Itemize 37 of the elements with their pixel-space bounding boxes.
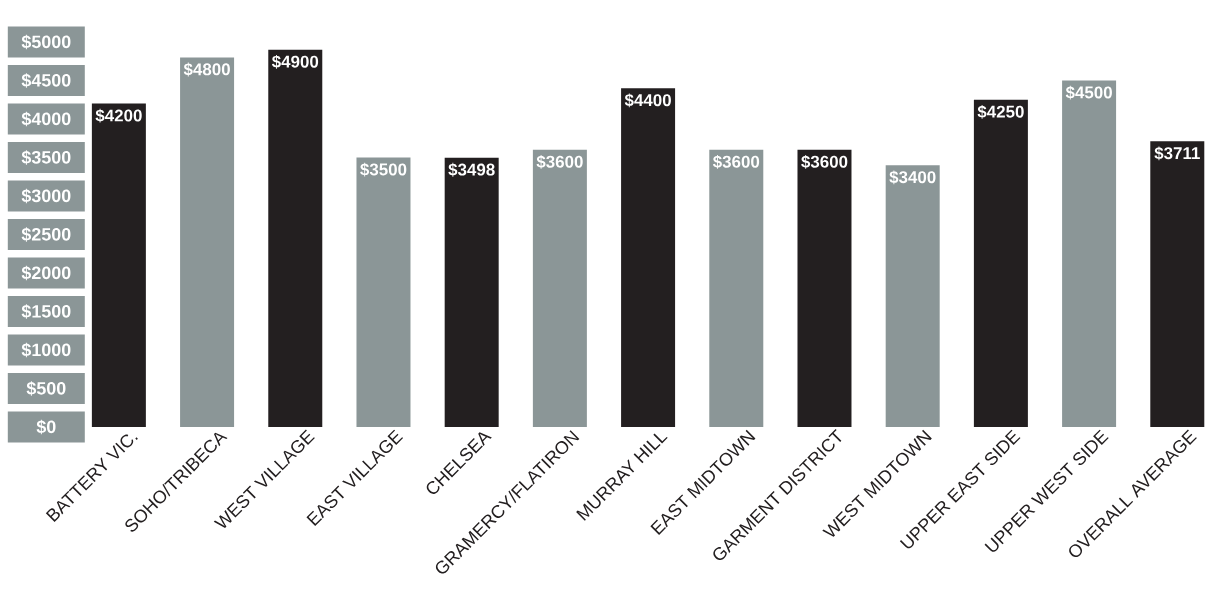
data-label: $3711 bbox=[1154, 146, 1200, 161]
y-tick-label: $1500 bbox=[21, 304, 71, 319]
bar bbox=[91, 103, 146, 427]
data-label: $3400 bbox=[889, 170, 936, 185]
bar bbox=[973, 99, 1028, 427]
y-tick-label: $0 bbox=[36, 419, 56, 435]
data-label: $4800 bbox=[183, 62, 230, 77]
y-tick-label: $500 bbox=[26, 381, 66, 396]
y-tick-label: $5000 bbox=[21, 34, 71, 50]
bar bbox=[797, 149, 852, 427]
data-label: $3600 bbox=[801, 154, 848, 169]
y-tick-label: $2000 bbox=[21, 265, 71, 281]
y-tick-label: $4000 bbox=[21, 111, 71, 127]
bar bbox=[268, 49, 323, 427]
bar bbox=[709, 149, 764, 427]
bar bbox=[356, 157, 411, 427]
data-label: $4500 bbox=[1065, 85, 1112, 100]
data-label: $3500 bbox=[360, 162, 407, 177]
data-label: $4200 bbox=[95, 108, 142, 123]
y-tick-label: $1000 bbox=[21, 342, 71, 358]
y-tick-label: $2500 bbox=[21, 227, 71, 242]
data-label: $3498 bbox=[448, 162, 495, 177]
data-label: $4400 bbox=[624, 93, 671, 108]
bar bbox=[1150, 141, 1205, 427]
bar bbox=[532, 149, 587, 427]
y-tick-label: $3500 bbox=[21, 150, 71, 165]
y-tick-label: $4500 bbox=[21, 73, 71, 88]
data-label: $3600 bbox=[536, 154, 583, 169]
bar bbox=[1062, 80, 1117, 427]
bar bbox=[180, 57, 235, 427]
data-label: $4900 bbox=[271, 54, 319, 69]
data-label: $4250 bbox=[977, 104, 1024, 119]
bar bbox=[444, 157, 499, 427]
bar bbox=[885, 165, 940, 427]
bar bbox=[621, 88, 676, 427]
y-tick-label: $3000 bbox=[21, 188, 71, 204]
data-label: $3600 bbox=[712, 154, 760, 169]
